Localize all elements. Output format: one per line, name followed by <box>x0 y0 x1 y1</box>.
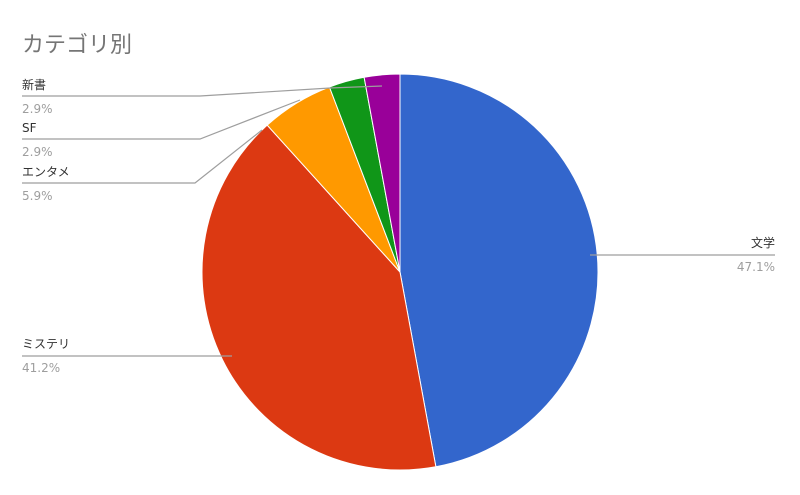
slice-label-2: エンタメ <box>22 165 70 179</box>
slice-percent-3: 2.9% <box>22 145 53 159</box>
leader-line-3 <box>22 99 301 140</box>
slice-label-1: ミステリ <box>22 337 70 351</box>
leader-line-4 <box>22 85 383 97</box>
pie-slice-1[interactable] <box>201 124 437 471</box>
pie-slice-0[interactable] <box>399 73 599 468</box>
leader-line-2 <box>22 129 263 184</box>
slice-label-0: 文学 <box>751 235 775 250</box>
slice-percent-0: 47.1% <box>737 260 775 274</box>
slice-percent-2: 5.9% <box>22 189 53 203</box>
slice-percent-1: 41.2% <box>22 361 60 375</box>
chart-title: カテゴリ別 <box>22 33 132 58</box>
slice-label-3: SF <box>22 121 37 135</box>
slice-percent-4: 2.9% <box>22 102 53 116</box>
slice-label-4: 新書 <box>22 77 46 92</box>
pie-slice-4[interactable] <box>363 73 401 273</box>
